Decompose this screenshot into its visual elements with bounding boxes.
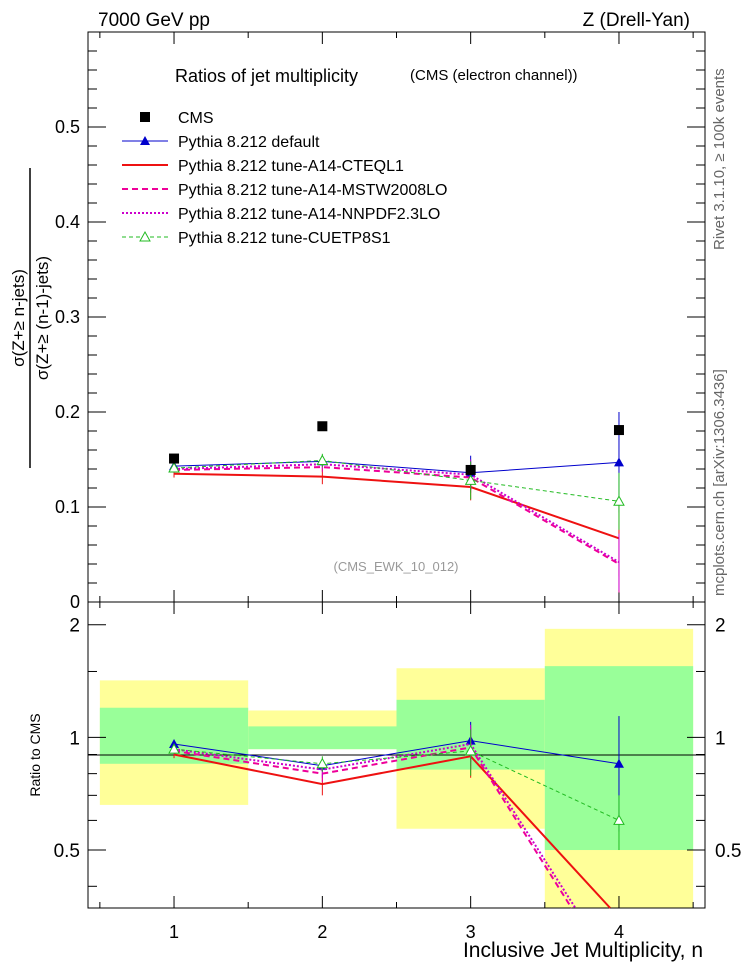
series-point	[140, 136, 150, 145]
plot-subtitle: (CMS (electron channel))	[410, 67, 578, 84]
header-left: 7000 GeV pp	[98, 10, 210, 31]
legend-label-mstw: Pythia 8.212 tune-A14-MSTW2008LO	[178, 182, 447, 199]
mcplots-label: mcplots.cern.ch [arXiv:1306.3436]	[711, 369, 728, 596]
ylabel-denominator: σ(Z+≥ (n-1)-jets)	[33, 256, 52, 380]
data-point	[317, 421, 328, 432]
series-point	[139, 230, 151, 242]
series-point	[613, 495, 625, 506]
legend-label-nnpdf: Pythia 8.212 tune-A14-NNPDF2.3LO	[178, 206, 440, 223]
ylabel-numerator: σ(Z+≥ n-jets)	[9, 269, 28, 367]
series-point	[316, 454, 329, 465]
ratio-tick-label: 1	[69, 728, 80, 749]
uncertainty-bands	[99, 628, 694, 908]
y-tick-label: 0.3	[55, 307, 80, 327]
axis-ticks: 1 2 3 4 0 0.1 0.2 0.3 0.4 0.5 0.5 0.5 1 1 2 2	[54, 32, 741, 942]
series-point	[316, 757, 329, 769]
legend: CMS Pythia 8.212 default Pythia 8.212 tune…	[122, 110, 447, 247]
ratio-line-mstw	[173, 746, 573, 909]
series-point	[168, 743, 180, 754]
analysis-label: (CMS_EWK_10_012)	[334, 559, 459, 574]
legend-label-cteql1: Pythia 8.212 tune-A14-CTEQL1	[178, 158, 404, 175]
legend-label-default: Pythia 8.212 default	[178, 134, 320, 151]
top-series	[168, 412, 625, 593]
series-point	[464, 744, 477, 756]
series-line-nnpdf	[173, 463, 620, 563]
plot-title: Ratios of jet multiplicity	[175, 66, 358, 86]
series-line-cteql1	[174, 472, 620, 540]
ratio-tick-label-right: 1	[715, 728, 726, 749]
top-ylabel: σ(Z+≥ n-jets) σ(Z+≥ (n-1)-jets)	[9, 168, 52, 468]
ratio-tick-label-right: 0.5	[715, 841, 741, 862]
x-tick-label: 2	[317, 922, 327, 942]
series-line-default	[174, 460, 620, 474]
data-point	[169, 453, 180, 464]
ratio-line-default	[173, 740, 620, 767]
series-line-mstw	[174, 466, 620, 565]
y-tick-label: 0.4	[55, 212, 80, 232]
series-point	[464, 474, 477, 485]
ratio-line-cteql1	[173, 753, 611, 909]
ratio-tick-label: 0.5	[54, 841, 80, 862]
data-point	[613, 425, 624, 436]
series-point	[613, 814, 625, 825]
series-point	[613, 457, 624, 467]
x-tick-label: 4	[614, 922, 624, 942]
ratio-ylabel: Ratio to CMS	[27, 713, 43, 796]
data-point	[465, 464, 476, 475]
ratio-tick-label-right: 2	[715, 616, 726, 637]
series-line-cuetp8s1	[173, 459, 620, 502]
y-tick-label: 0.2	[55, 402, 80, 422]
ratio-series	[168, 716, 625, 909]
y-tick-label: 0.5	[55, 117, 80, 137]
y-tick-label: 0	[70, 592, 80, 612]
legend-label-cms: CMS	[178, 110, 214, 127]
header-right: Z (Drell-Yan)	[583, 10, 690, 31]
x-tick-label: 1	[169, 922, 179, 942]
rivet-label: Rivet 3.1.10, ≥ 100k events	[711, 68, 728, 250]
ratio-line-nnpdf	[173, 742, 577, 909]
x-axis-label: Inclusive Jet Multiplicity, n	[463, 939, 703, 962]
series-point	[613, 758, 624, 768]
legend-label-cuetp8s1: Pythia 8.212 tune-CUETP8S1	[178, 230, 391, 247]
ratio-line-cuetp8s1	[173, 748, 620, 821]
legend-marker-cms	[140, 112, 150, 122]
series-point	[168, 462, 180, 473]
band-inner	[248, 726, 397, 750]
x-tick-label: 3	[466, 922, 476, 942]
ratio-tick-label: 2	[69, 616, 80, 637]
y-tick-label: 0.1	[55, 497, 80, 517]
